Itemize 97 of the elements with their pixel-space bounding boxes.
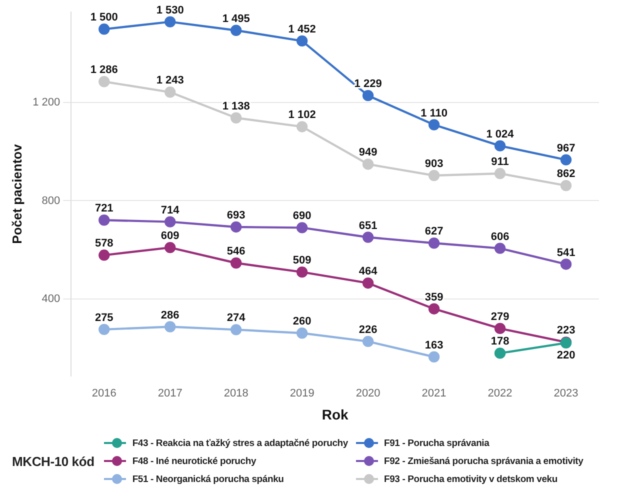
point bbox=[362, 278, 374, 289]
data-label: 178 bbox=[490, 336, 510, 348]
legend-label: F92 - Zmiešaná porucha správania a emotivity bbox=[384, 456, 584, 466]
x-tick-label: 2021 bbox=[422, 388, 446, 400]
x-tick-label: 2018 bbox=[224, 388, 248, 400]
data-label: 226 bbox=[358, 324, 378, 336]
data-label: 1 138 bbox=[222, 100, 250, 112]
x-tick-label: 2020 bbox=[356, 388, 380, 400]
point bbox=[98, 324, 110, 336]
data-label: 903 bbox=[424, 158, 444, 170]
point bbox=[98, 24, 110, 35]
data-label: 275 bbox=[94, 312, 114, 324]
point bbox=[230, 24, 242, 36]
data-label: 690 bbox=[292, 210, 312, 222]
data-label: 1 530 bbox=[156, 4, 184, 16]
data-label: 693 bbox=[226, 210, 246, 222]
legend-title: MKCH-10 kód bbox=[12, 454, 94, 468]
data-label: 163 bbox=[424, 339, 444, 352]
point bbox=[362, 232, 374, 243]
point bbox=[560, 180, 572, 192]
data-label: 546 bbox=[226, 246, 246, 258]
legend-label: F51 - Neorganická porucha spánku bbox=[132, 474, 284, 484]
legend-label: F93 - Porucha emotivity v detskom veku bbox=[384, 474, 558, 484]
point bbox=[296, 35, 308, 47]
data-label: 1 024 bbox=[486, 128, 515, 140]
data-label: 464 bbox=[358, 266, 378, 278]
data-label: 609 bbox=[160, 230, 180, 242]
data-label: 279 bbox=[490, 310, 510, 323]
data-label: 260 bbox=[292, 316, 312, 328]
x-axis-title: Rok bbox=[322, 406, 348, 422]
legend-label: F43 - Reakcia na ťažký stres a adaptačné poruchy bbox=[132, 438, 348, 448]
point bbox=[164, 321, 176, 332]
y-tick-label: 400 bbox=[42, 292, 60, 305]
point bbox=[362, 158, 374, 170]
point bbox=[494, 140, 506, 152]
point bbox=[230, 257, 242, 269]
legend-label: F91 - Porucha správania bbox=[384, 438, 490, 448]
data-label: 949 bbox=[358, 146, 378, 159]
point bbox=[362, 336, 374, 348]
point bbox=[296, 222, 308, 234]
point bbox=[560, 258, 572, 270]
point bbox=[230, 112, 242, 124]
point bbox=[428, 170, 440, 182]
point bbox=[98, 214, 110, 226]
data-label: 578 bbox=[94, 238, 114, 250]
point bbox=[230, 221, 242, 233]
point bbox=[164, 216, 176, 228]
data-label: 1 102 bbox=[288, 109, 316, 122]
y-axis-title: Počet pacientov bbox=[9, 143, 24, 244]
data-label: 606 bbox=[490, 230, 510, 243]
data-label: 1 452 bbox=[288, 23, 316, 36]
point bbox=[296, 328, 308, 339]
data-label: 862 bbox=[556, 168, 576, 180]
data-label: 651 bbox=[358, 220, 378, 232]
point bbox=[98, 250, 110, 261]
data-label: 911 bbox=[491, 156, 509, 168]
point bbox=[428, 119, 440, 130]
legend-label: F48 - Iné neurotické poruchy bbox=[132, 456, 256, 466]
data-label: 223 bbox=[556, 324, 576, 337]
point bbox=[296, 121, 308, 132]
data-label: 1 243 bbox=[156, 74, 184, 87]
data-label: 714 bbox=[160, 204, 180, 216]
point bbox=[494, 348, 506, 359]
point bbox=[164, 16, 176, 28]
x-tick-label: 2019 bbox=[290, 388, 314, 400]
point bbox=[428, 351, 440, 362]
data-label: 967 bbox=[556, 142, 576, 154]
data-label: 1 500 bbox=[90, 12, 118, 24]
point bbox=[98, 76, 110, 88]
data-label: 274 bbox=[226, 312, 246, 324]
data-label: 721 bbox=[94, 202, 114, 215]
point bbox=[164, 86, 176, 98]
data-label: 627 bbox=[424, 226, 444, 238]
point bbox=[494, 322, 506, 334]
point bbox=[296, 266, 308, 278]
point bbox=[428, 238, 440, 249]
point bbox=[494, 242, 506, 254]
data-label: 541 bbox=[556, 246, 576, 259]
x-tick-label: 2023 bbox=[554, 388, 578, 400]
data-label: 509 bbox=[292, 254, 312, 267]
data-label: 1 495 bbox=[222, 12, 250, 25]
y-tick-label: 1 200 bbox=[32, 96, 60, 109]
y-tick-label: 800 bbox=[42, 194, 60, 207]
point bbox=[164, 242, 176, 254]
data-label: 359 bbox=[424, 291, 444, 304]
point bbox=[560, 154, 572, 166]
data-label: 1 286 bbox=[90, 64, 118, 76]
point bbox=[428, 303, 440, 314]
point bbox=[362, 90, 374, 102]
x-tick-label: 2017 bbox=[158, 388, 182, 400]
data-label: 1 110 bbox=[420, 107, 448, 120]
point bbox=[230, 324, 242, 336]
x-tick-label: 2022 bbox=[488, 388, 512, 400]
data-label: 286 bbox=[160, 309, 180, 322]
data-label: 220 bbox=[556, 349, 576, 362]
point bbox=[494, 168, 506, 180]
x-tick-label: 2016 bbox=[92, 388, 116, 400]
